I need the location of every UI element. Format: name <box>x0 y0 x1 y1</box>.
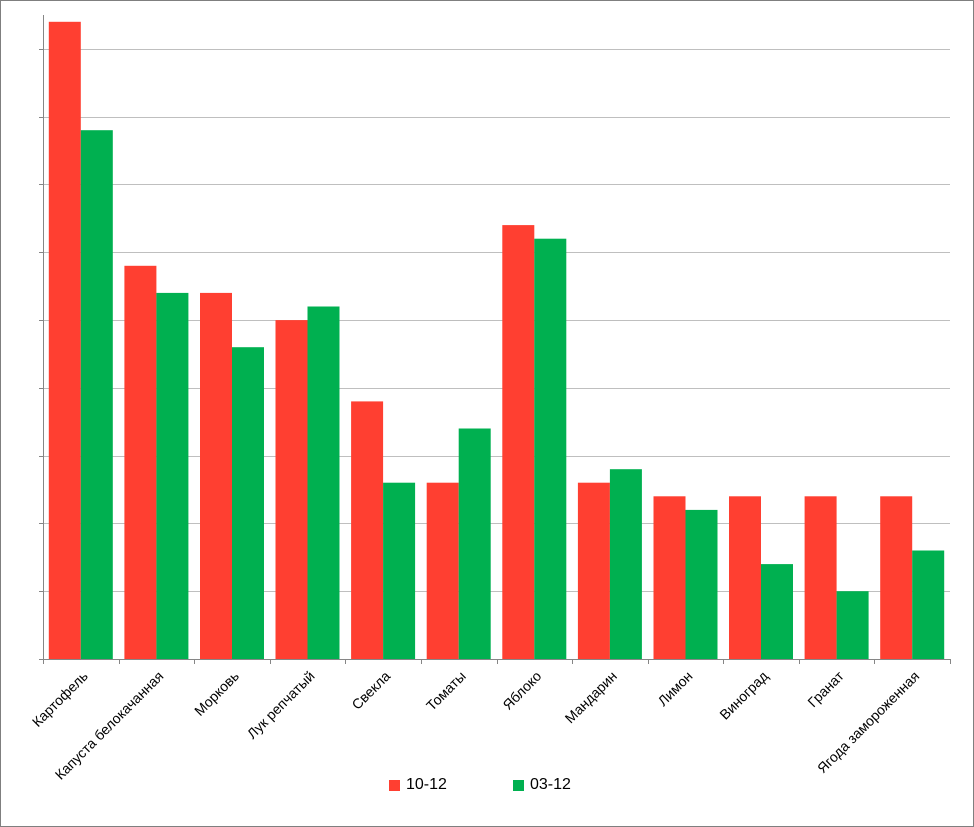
legend-swatch-series-2 <box>513 779 524 791</box>
legend-item-series-1: 10-12 <box>389 776 447 794</box>
bar-03-12-11 <box>836 591 869 659</box>
bar-10-12-8 <box>577 482 610 659</box>
legend-swatch-series-1 <box>389 779 400 791</box>
x-tick-label-10: Виноград <box>716 668 771 723</box>
bar-10-12-6 <box>426 482 459 659</box>
x-tick-label-11: Гранат <box>804 667 847 710</box>
bar-03-12-8 <box>609 469 642 659</box>
x-tick-label-6: Томаты <box>423 668 469 714</box>
x-tick-label-5: Свекла <box>348 668 393 713</box>
bar-03-12-9 <box>685 509 718 659</box>
bar-10-12-12 <box>880 496 913 659</box>
bar-10-12-2 <box>124 265 157 659</box>
bar-10-12-10 <box>729 496 761 659</box>
bar-03-12-7 <box>534 238 567 659</box>
bar-10-12-11 <box>804 496 837 659</box>
bar-10-12-7 <box>502 225 535 659</box>
chart-legend: 10-12 03-12 <box>0 776 974 796</box>
bar-10-12-1 <box>48 21 81 660</box>
x-tick-label-1: Картофель <box>29 668 91 730</box>
legend-label-series-2: 03-12 <box>530 776 571 793</box>
bar-03-12-4 <box>307 306 340 659</box>
bar-03-12-2 <box>156 292 189 659</box>
bar-03-12-10 <box>761 564 793 659</box>
bar-03-12-12 <box>912 550 945 659</box>
bar-03-12-3 <box>232 347 264 659</box>
bar-10-12-5 <box>351 401 384 659</box>
x-tick-label-7: Яблоко <box>499 668 544 713</box>
bar-03-12-5 <box>383 482 416 659</box>
legend-label-series-1: 10-12 <box>406 776 447 793</box>
x-tick-label-3: Морковь <box>191 668 242 719</box>
x-tick-label-8: Мандарин <box>562 668 620 726</box>
bar-10-12-9 <box>653 496 686 659</box>
legend-item-series-2: 03-12 <box>513 776 571 794</box>
bar-03-12-6 <box>458 428 491 659</box>
bar-10-12-4 <box>275 320 308 659</box>
bar-10-12-3 <box>200 292 232 659</box>
x-tick-label-4: Лук репчатый <box>244 668 318 742</box>
x-tick-label-9: Лимон <box>654 668 695 709</box>
bar-03-12-1 <box>80 130 113 659</box>
